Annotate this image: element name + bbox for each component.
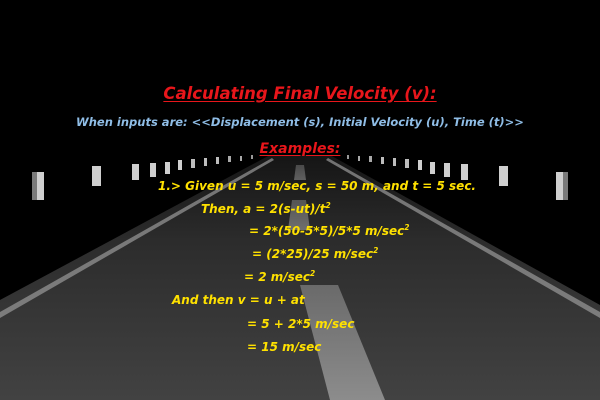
example-line-text: Then, a = 2(s-ut)/t [201,202,326,216]
guard-post [204,158,207,166]
example-line-text: = 2*(50-5*5)/5*5 m/sec [249,224,405,238]
guard-post [240,156,242,161]
example-line: 1.> Given u = 5 m/sec, s = 50 m, and t =… [158,180,476,192]
example-line: = 15 m/sec [247,341,321,353]
guard-post [393,158,396,166]
center-dash [294,165,306,180]
example-line-text: = 15 m/sec [247,340,322,354]
guard-post [32,172,37,200]
guard-post [191,159,195,168]
example-line-exponent: 2 [310,269,316,278]
guard-post [178,160,182,170]
guard-post [405,159,409,168]
guard-post [381,157,384,164]
road-surface [0,155,600,400]
guard-post [444,163,450,177]
guard-post [150,163,156,177]
example-line-text: = (2*25)/25 m/sec [252,247,374,261]
guard-post [216,157,219,164]
guard-post [92,166,101,186]
guard-post [461,164,468,180]
slide-subtitle: When inputs are: <<Displacement (s), Ini… [76,115,524,129]
guard-post [430,162,435,174]
examples-heading: Examples: [259,141,341,157]
guard-post [358,156,360,161]
guard-post [132,164,139,180]
guard-post [369,156,372,162]
example-line-exponent: 2 [404,223,410,232]
example-line: = 5 + 2*5 m/sec [247,318,354,330]
example-line: = (2*25)/25 m/sec2 [252,246,379,261]
example-line: = 2 m/sec2 [244,269,316,284]
center-dash [288,200,310,230]
example-line-text: And then v = u + at [172,293,305,307]
example-line-exponent: 2 [325,201,331,210]
guard-post [347,155,349,159]
road-edge-left [0,158,274,318]
road-edge-right [326,158,600,318]
guard-post [563,172,568,200]
example-line-text: = 5 + 2*5 m/sec [247,317,355,331]
example-line: Then, a = 2(s-ut)/t2 [201,201,331,216]
slide-title: Calculating Final Velocity (v): [163,84,437,103]
example-line-text: = 2 m/sec [244,270,311,284]
example-line: = 2*(50-5*5)/5*5 m/sec2 [249,223,410,238]
guard-post [499,166,508,186]
example-line-text: 1.> Given u = 5 m/sec, s = 50 m, and t =… [158,179,476,193]
guard-post [418,160,422,170]
guard-post [251,155,253,159]
guard-post [228,156,231,162]
center-dash [300,285,385,400]
guard-post [165,162,170,174]
example-line: And then v = u + at [172,294,305,306]
example-line-exponent: 2 [373,246,379,255]
